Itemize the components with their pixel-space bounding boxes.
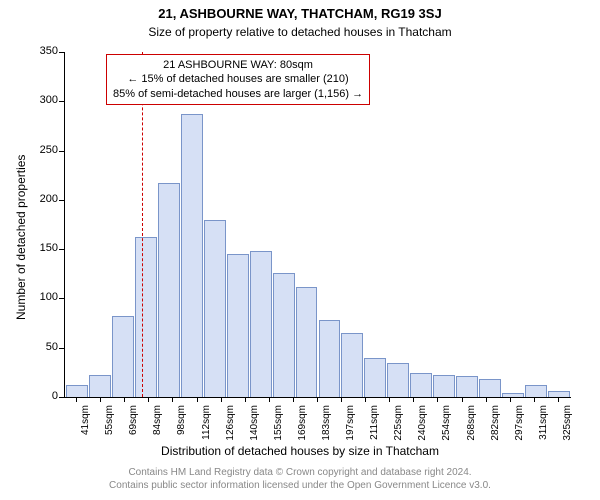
- histogram-bar: [112, 316, 134, 397]
- x-tick-mark: [293, 397, 294, 402]
- annotation-line2: ← 15% of detached houses are smaller (21…: [113, 72, 363, 86]
- histogram-bar: [204, 220, 226, 397]
- y-tick-label: 350: [30, 45, 58, 57]
- y-tick-mark: [59, 298, 64, 299]
- x-tick-mark: [510, 397, 511, 402]
- y-tick-mark: [59, 52, 64, 53]
- histogram-bar: [525, 385, 547, 397]
- histogram-bar: [479, 379, 501, 397]
- histogram-bar: [548, 391, 570, 397]
- histogram-bar: [341, 333, 363, 397]
- y-tick-label: 150: [30, 242, 58, 254]
- x-tick-mark: [389, 397, 390, 402]
- x-tick-mark: [197, 397, 198, 402]
- attribution-line2: Contains public sector information licen…: [0, 479, 600, 492]
- x-tick-mark: [124, 397, 125, 402]
- annotation-line3: 85% of semi-detached houses are larger (…: [113, 87, 363, 101]
- x-tick-mark: [76, 397, 77, 402]
- x-tick-mark: [486, 397, 487, 402]
- y-tick-label: 100: [30, 291, 58, 303]
- histogram-bar: [227, 254, 249, 397]
- histogram-bar: [135, 237, 157, 397]
- histogram-bar: [502, 393, 524, 397]
- histogram-bar: [433, 375, 455, 397]
- x-tick-mark: [365, 397, 366, 402]
- attribution-line1: Contains HM Land Registry data © Crown c…: [0, 466, 600, 479]
- x-tick-mark: [317, 397, 318, 402]
- histogram-bar: [250, 251, 272, 397]
- x-tick-mark: [437, 397, 438, 402]
- histogram-bar: [273, 273, 295, 397]
- histogram-bar: [296, 287, 318, 397]
- y-tick-label: 200: [30, 193, 58, 205]
- y-tick-mark: [59, 249, 64, 250]
- histogram-bar: [456, 376, 478, 397]
- y-tick-mark: [59, 397, 64, 398]
- chart-title: 21, ASHBOURNE WAY, THATCHAM, RG19 3SJ: [0, 6, 600, 21]
- x-tick-mark: [221, 397, 222, 402]
- y-tick-label: 300: [30, 94, 58, 106]
- x-tick-mark: [245, 397, 246, 402]
- histogram-bar: [364, 358, 386, 397]
- histogram-bar: [319, 320, 341, 397]
- annotation-line1: 21 ASHBOURNE WAY: 80sqm: [113, 58, 363, 72]
- y-tick-mark: [59, 200, 64, 201]
- histogram-bar: [158, 183, 180, 397]
- y-tick-mark: [59, 151, 64, 152]
- histogram-bar: [66, 385, 88, 397]
- y-tick-mark: [59, 348, 64, 349]
- y-tick-mark: [59, 101, 64, 102]
- x-tick-mark: [534, 397, 535, 402]
- x-tick-mark: [341, 397, 342, 402]
- x-tick-mark: [269, 397, 270, 402]
- y-tick-label: 50: [30, 341, 58, 353]
- y-tick-label: 0: [30, 390, 58, 402]
- x-tick-mark: [558, 397, 559, 402]
- chart-subtitle: Size of property relative to detached ho…: [0, 25, 600, 39]
- histogram-bar: [410, 373, 432, 397]
- x-tick-mark: [172, 397, 173, 402]
- y-tick-label: 250: [30, 144, 58, 156]
- histogram-bar: [181, 114, 203, 397]
- histogram-bar: [387, 363, 409, 398]
- y-axis-label: Number of detached properties: [14, 155, 28, 320]
- x-tick-mark: [148, 397, 149, 402]
- chart-container: 21, ASHBOURNE WAY, THATCHAM, RG19 3SJ Si…: [0, 0, 600, 500]
- histogram-bar: [89, 375, 111, 397]
- x-tick-mark: [413, 397, 414, 402]
- attribution: Contains HM Land Registry data © Crown c…: [0, 466, 600, 492]
- x-tick-mark: [462, 397, 463, 402]
- x-tick-mark: [100, 397, 101, 402]
- annotation-box: 21 ASHBOURNE WAY: 80sqm ← 15% of detache…: [106, 54, 370, 105]
- x-axis-label: Distribution of detached houses by size …: [0, 444, 600, 458]
